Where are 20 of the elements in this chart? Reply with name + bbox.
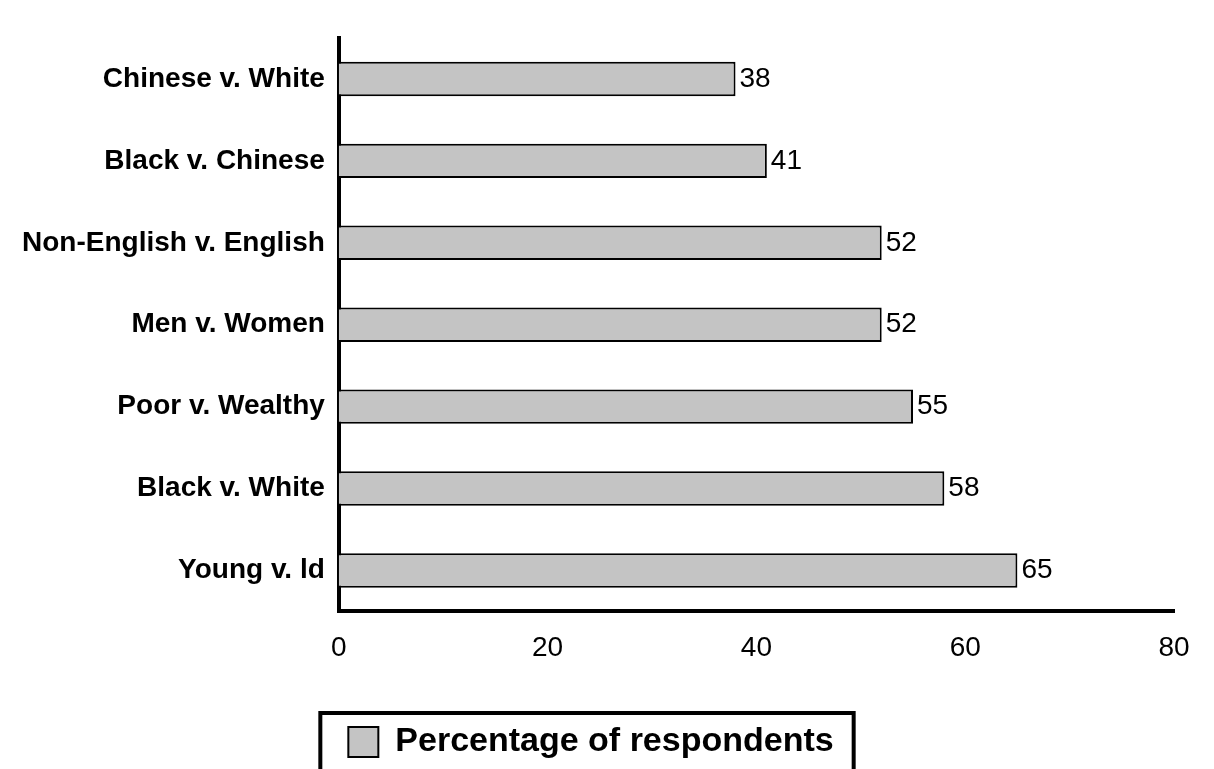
legend-label: Percentage of respondents xyxy=(395,720,834,759)
data-label: 55 xyxy=(917,389,949,421)
data-label: 58 xyxy=(948,471,980,503)
x-tick-label: 40 xyxy=(740,630,772,662)
x-tick-label: 0 xyxy=(331,630,347,662)
y-tick-label: Black v. White xyxy=(137,471,325,503)
y-tick-label: Poor v. Wealthy xyxy=(117,389,326,421)
x-tick-label: 20 xyxy=(532,630,564,662)
x-tick-label: 60 xyxy=(949,630,981,662)
data-label: 41 xyxy=(770,143,803,175)
x-tick-label: 80 xyxy=(1158,630,1190,662)
y-tick-label: Black v. Chinese xyxy=(104,143,325,175)
data-label: 52 xyxy=(885,225,917,257)
y-tick-label: Men v. Women xyxy=(131,307,325,339)
y-tick-label: Non-English v. English xyxy=(21,225,325,257)
y-tick-label: Chinese v. White xyxy=(102,61,325,93)
data-label: 52 xyxy=(885,307,917,339)
y-tick-label: Young v. ld xyxy=(178,553,325,585)
data-label: 38 xyxy=(739,61,771,93)
data-label: 65 xyxy=(1021,553,1053,585)
